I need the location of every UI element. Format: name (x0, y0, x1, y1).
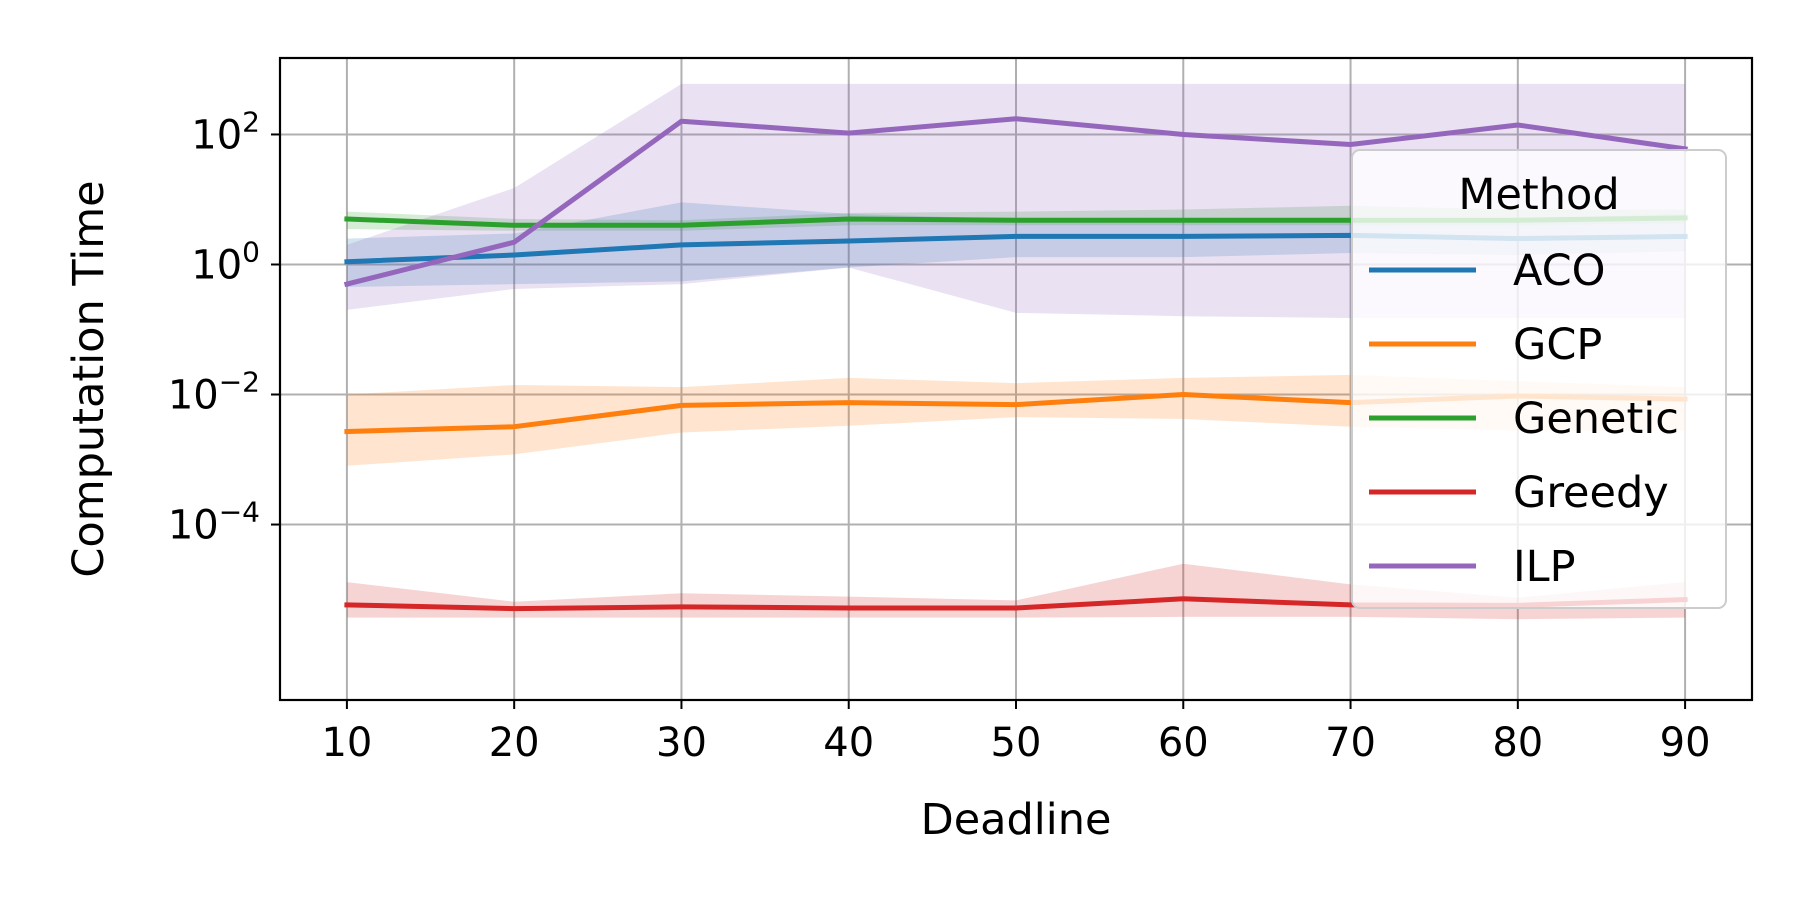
x-axis-label: Deadline (921, 795, 1112, 845)
y-axis-ticks: 102 100 10−2 10−4 (168, 105, 280, 549)
x-tick-label: 80 (1492, 720, 1543, 766)
x-tick-label: 60 (1158, 720, 1209, 766)
x-tick-label: 30 (656, 720, 707, 766)
y-tick-label: 102 (191, 105, 260, 158)
legend-label-gcp: GCP (1513, 320, 1602, 370)
legend-label-greedy: Greedy (1513, 468, 1669, 518)
y-tick-label: 10−2 (168, 366, 260, 419)
x-axis-ticks: 10 20 30 40 50 60 70 80 90 (321, 700, 1711, 766)
x-tick-label: 40 (823, 720, 874, 766)
legend-title: Method (1458, 170, 1619, 220)
x-tick-label: 70 (1325, 720, 1376, 766)
x-tick-label: 20 (489, 720, 540, 766)
legend-label-genetic: Genetic (1513, 394, 1679, 444)
legend: Method ACO GCP Genetic Greedy ILP (1351, 149, 1727, 609)
y-tick-label: 100 (191, 235, 260, 288)
line-ilp (343, 116, 1688, 288)
y-tick-label: 10−4 (168, 496, 260, 549)
band-gcp (346, 374, 1686, 466)
legend-entries: ACO GCP Genetic Greedy ILP (1369, 246, 1679, 592)
x-tick-label: 10 (321, 720, 372, 766)
x-tick-label: 50 (991, 720, 1042, 766)
x-tick-label: 90 (1660, 720, 1711, 766)
legend-label-ilp: ILP (1513, 542, 1576, 592)
legend-label-aco: ACO (1513, 246, 1606, 296)
y-axis-label: Computation Time (64, 180, 114, 577)
